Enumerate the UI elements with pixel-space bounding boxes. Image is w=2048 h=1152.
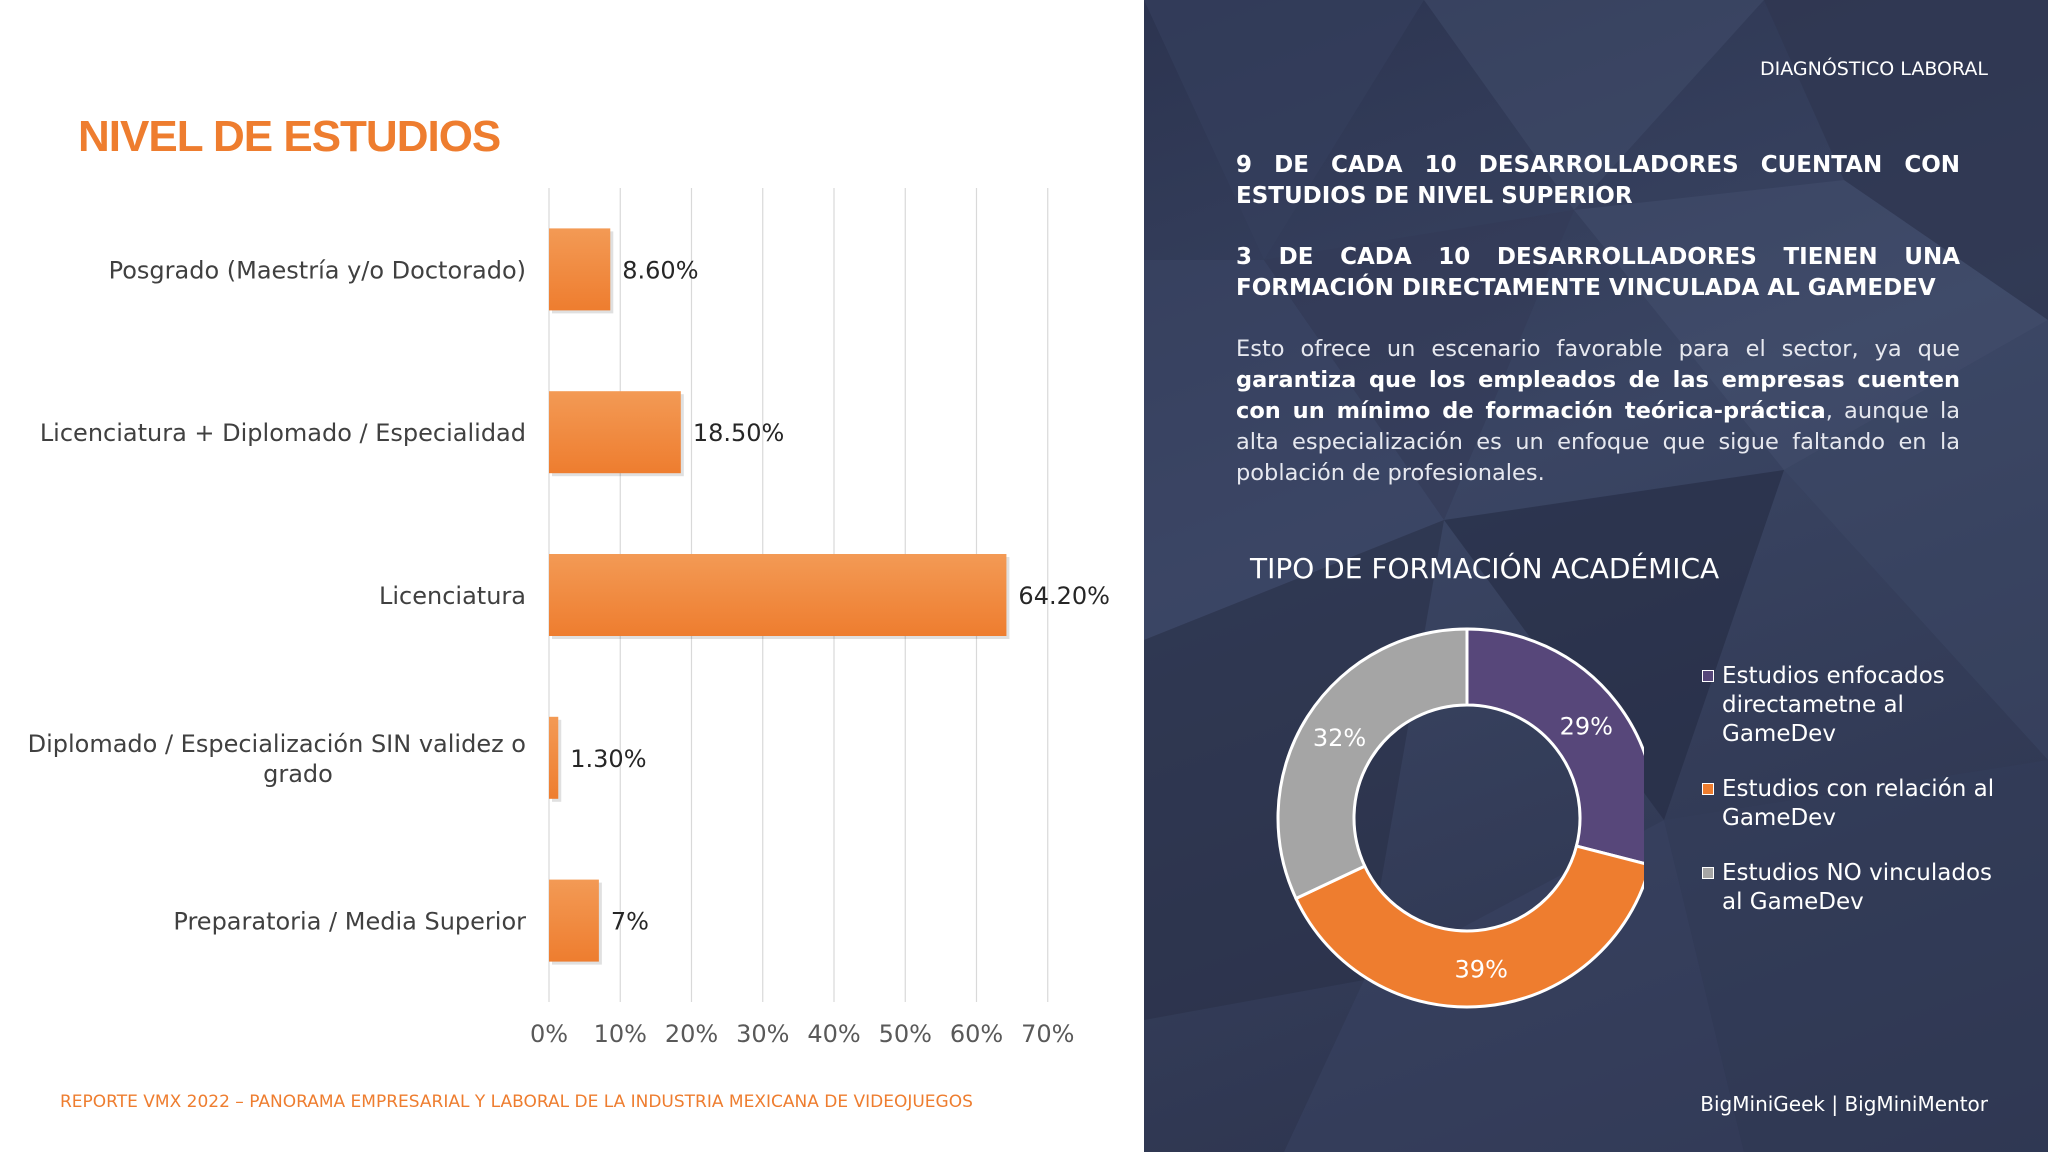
legend-label-focused: Estudios enfocados directametne al GameD… [1722,663,1945,747]
legend-swatch-unrelated [1702,867,1714,879]
section-label: DIAGNÓSTICO LABORAL [1759,58,1988,80]
donut-legend: Estudios enfocados directametne al GameD… [1702,662,2002,943]
slice-label: 39% [1455,955,1508,983]
body-emphasis: garantiza que los empleados de las empre… [1236,367,1960,424]
data-label: 7% [611,908,649,936]
slice-label: 32% [1313,724,1366,752]
x-tick-label: 40% [807,1020,860,1048]
left-panel: NIVEL DE ESTUDIOS 0% 10% 20% 30% 40% 50% 60% 70… [27,112,1110,1112]
category-label: Licenciatura + Diplomado / Especialidad [40,419,526,447]
category-label: Preparatoria / Media Superior [173,908,526,936]
data-label: 18.50% [693,419,785,447]
data-label: 1.30% [570,745,646,773]
donut-slice [1293,844,1644,1009]
headline-gamedev-training: 3 DE CADA 10 DESARROLLADORES TIENEN UNA … [1236,244,1960,301]
legend-swatch-related [1702,783,1714,795]
legend-label-unrelated: Estudios NO vinculados al GameDev [1722,860,1993,915]
x-tick-label: 60% [950,1020,1003,1048]
x-tick-label: 70% [1021,1020,1074,1048]
legend-item-unrelated: Estudios NO vinculados al GameDev [1702,859,2002,917]
legend-swatch-focused [1702,670,1714,682]
x-tick-label: 0% [530,1020,568,1048]
legend-label-related: Estudios con relación al GameDev [1722,776,1995,831]
x-tick-label: 10% [594,1020,647,1048]
page-title: NIVEL DE ESTUDIOS [78,112,501,161]
bar [549,716,559,799]
credits: BigMiniGeek | BigMiniMentor [1700,1092,1988,1116]
data-label: 64.20% [1018,582,1110,610]
headline-higher-education: 9 DE CADA 10 DESARROLLADORES CUENTAN CON… [1236,152,1960,209]
body-rest: , aunque la alta especialización es un e… [1236,398,1960,486]
category-label: Posgrado (Maestría y/o Doctorado) [109,256,526,284]
report-footer: REPORTE VMX 2022 – PANORAMA EMPRESARIAL … [60,1092,973,1112]
category-label: Licenciatura [379,582,526,610]
bar [549,554,1007,636]
body-paragraph: Esto ofrece un escenario favorable para … [1236,334,1960,489]
donut-slice [1465,627,1644,865]
right-panel: DIAGNÓSTICO LABORAL 9 DE CADA 10 DESARRO… [1144,0,2048,1152]
bar [549,391,681,474]
body-intro: Esto ofrece un escenario favorable para … [1236,336,1960,362]
category-label: Diplomado / Especialización SIN validez … [28,730,526,758]
legend-item-focused: Estudios enfocados directametne al GameD… [1702,662,2002,749]
x-tick-label: 20% [665,1020,718,1048]
data-label: 8.60% [622,256,698,284]
slice-label: 29% [1560,712,1613,740]
legend-item-related: Estudios con relación al GameDev [1702,775,2002,833]
bar [549,879,599,962]
category-label: grado [263,760,333,788]
x-tick-label: 50% [879,1020,932,1048]
donut-chart-title: TIPO DE FORMACIÓN ACADÉMICA [1250,552,1720,585]
x-tick-label: 30% [736,1020,789,1048]
bar [549,228,611,311]
academic-training-donut-chart: 29% 39% 32% [1276,627,1644,1009]
education-level-bar-chart: 0% 10% 20% 30% 40% 50% 60% 70% 8.60% Posgrado (Ma… [28,188,1110,1048]
donut-slice [1276,627,1469,901]
